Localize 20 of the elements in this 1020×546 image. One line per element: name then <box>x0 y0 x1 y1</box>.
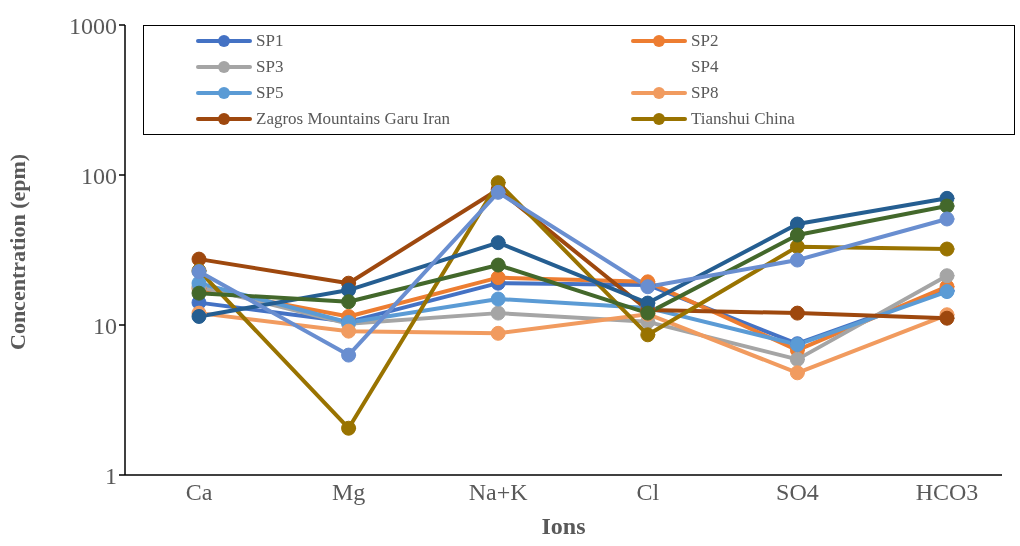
x-tick-label: HCO3 <box>915 479 979 506</box>
legend-label: SP1 <box>256 31 284 51</box>
x-tick-label: SO4 <box>776 479 819 506</box>
y-tick-label: 10 <box>93 312 117 339</box>
y-tick-label: 100 <box>81 162 117 189</box>
x-tick-label: Mg <box>331 479 366 506</box>
legend-label: SP3 <box>256 57 284 77</box>
legend-label: Zagros Mountains Garu Iran <box>256 109 451 129</box>
legend-label: SP2 <box>691 31 719 51</box>
x-tick-label: Ca <box>185 479 213 506</box>
y-tick-label: 1 <box>105 462 117 489</box>
text: SP4 <box>691 57 719 77</box>
x-axis-title: Ions <box>541 513 586 539</box>
y-tick-label: 1000 <box>69 12 117 39</box>
y-axis-title: Concentration (epm) <box>4 153 30 350</box>
legend-label: Tianshui China <box>691 109 795 129</box>
legend-label: SP8 <box>691 83 719 103</box>
x-tick-label: Na+K <box>468 479 529 506</box>
legend-label: SP5 <box>256 83 284 103</box>
x-tick-label: Cl <box>636 479 660 506</box>
